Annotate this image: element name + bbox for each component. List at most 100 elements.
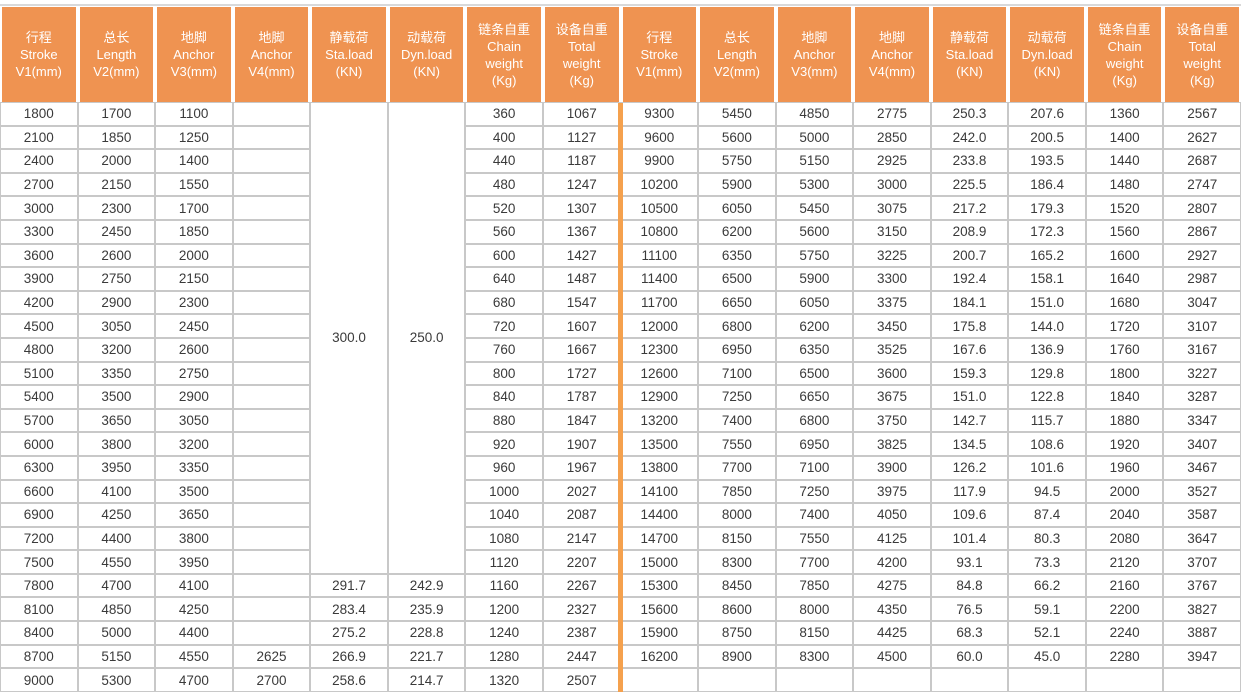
cell-left-v3: 2300	[155, 290, 233, 315]
cell-left-chain: 1080	[465, 526, 543, 551]
cell-right-total: 2747	[1163, 172, 1241, 197]
cell-left-total: 1667	[542, 337, 621, 362]
cell-left-v2: 2150	[77, 172, 156, 197]
table-header: 行程 Stroke V1(mm) 总长 Length V2(mm) 地脚 Ancho…	[0, 7, 1241, 102]
cell-left-total: 1127	[542, 125, 621, 150]
header-cell-left-sta: 静载荷 Sta.load (KN)	[310, 7, 388, 102]
table-row: 2700 2150 1550 480 1247 10200 5900 5300 3000 225.…	[0, 172, 1241, 197]
cell-right-total: 2867	[1163, 219, 1241, 244]
cell-right-dyn: 66.2	[1008, 573, 1086, 598]
cell-right-v3: 5000	[775, 125, 854, 150]
table-row: 3000 2300 1700 520 1307 10500 6050 5450 3075 217.…	[0, 196, 1241, 220]
cell-left-v1: 2400	[0, 149, 78, 173]
cell-right-sta: 101.4	[930, 526, 1009, 551]
cell-left-dyn: 221.7	[387, 644, 466, 669]
cell-left-total: 1067	[542, 102, 621, 126]
cell-right-v1: 9600	[620, 125, 699, 150]
cell-left-chain: 440	[465, 149, 543, 173]
cell-right-chain: 1440	[1085, 149, 1164, 173]
cell-right-v4: 4050	[853, 503, 931, 527]
cell-right-v2: 8750	[698, 621, 776, 645]
cell-right-v3: 6350	[775, 337, 854, 362]
table-row: 7500 4550 3950 1120 2207 15000 8300 7700 4200 93.…	[0, 550, 1241, 574]
cell-left-v4	[232, 503, 311, 527]
cell-right-v3: 7250	[775, 479, 854, 504]
cell-left-chain: 560	[465, 219, 543, 244]
cell-right-v3: 6950	[775, 432, 854, 456]
cell-right-sta: 242.0	[930, 125, 1009, 150]
cell-left-chain: 680	[465, 290, 543, 315]
cell-right-v1: 15000	[620, 550, 699, 574]
cell-right-v3: 4850	[775, 102, 854, 126]
header-cell-left-v4: 地脚 Anchor V4(mm)	[232, 7, 311, 102]
cell-right-v1: 11700	[620, 290, 699, 315]
cell-left-chain: 1280	[465, 644, 543, 669]
cell-left-v1: 9000	[0, 668, 78, 692]
cell-right-chain: 1960	[1085, 455, 1164, 480]
cell-right-v1: 9300	[620, 102, 699, 126]
cell-right-v4: 4125	[853, 526, 931, 551]
cell-right-v1: 15300	[620, 573, 699, 598]
cell-left-total: 1367	[542, 219, 621, 244]
cell-right-v2: 5600	[698, 125, 776, 150]
cell-left-v4	[232, 125, 311, 150]
cell-right-dyn: 108.6	[1008, 432, 1086, 456]
cell-left-v3: 2900	[155, 385, 233, 409]
cell-left-chain: 360	[465, 102, 543, 126]
cell-left-v4	[232, 385, 311, 409]
cell-right-dyn: 151.0	[1008, 290, 1086, 315]
cell-right-dyn: 73.3	[1008, 550, 1086, 574]
cell-right-v1: 10500	[620, 196, 699, 220]
header-cell-left-chain: 链条自重 Chain weight (Kg)	[465, 7, 543, 102]
cell-left-chain: 800	[465, 361, 543, 386]
cell-right-v3: 8150	[775, 621, 854, 645]
table-row: 2100 1850 1250 400 1127 9600 5600 5000 2850 242.0…	[0, 125, 1241, 150]
cell-right-dyn: 179.3	[1008, 196, 1086, 220]
cell-right-v4: 3150	[853, 219, 931, 244]
header-cell-right-total: 设备自重 Total weight (Kg)	[1163, 7, 1241, 102]
table-row: 4500 3050 2450 720 1607 12000 6800 6200 3450 175.…	[0, 314, 1241, 338]
cell-right-v1: 14400	[620, 503, 699, 527]
cell-left-total: 2447	[542, 644, 621, 669]
cell-right-v4: 3000	[853, 172, 931, 197]
cell-right-total: 3587	[1163, 503, 1241, 527]
cell-right-dyn: 136.9	[1008, 337, 1086, 362]
cell-right-v3: 6650	[775, 385, 854, 409]
cell-right-chain: 2240	[1085, 621, 1164, 645]
cell-left-v4	[232, 219, 311, 244]
cell-right-total: 3407	[1163, 432, 1241, 456]
cell-right-v1: 11100	[620, 243, 699, 268]
cell-left-v1: 6000	[0, 432, 78, 456]
cell-right-total: 3347	[1163, 408, 1241, 433]
cell-right-v4: 3375	[853, 290, 931, 315]
cell-right-v3: 7100	[775, 455, 854, 480]
cell-left-total: 1427	[542, 243, 621, 268]
cell-left-chain: 1200	[465, 597, 543, 622]
cell-right-total: 3767	[1163, 573, 1241, 598]
cell-left-v3: 2600	[155, 337, 233, 362]
cell-left-dyn: 228.8	[387, 621, 466, 645]
cell-left-chain: 480	[465, 172, 543, 197]
cell-left-v1: 4200	[0, 290, 78, 315]
cell-left-v1: 7500	[0, 550, 78, 574]
header-cell-right-sta: 静载荷 Sta.load (KN)	[930, 7, 1009, 102]
cell-left-v4	[232, 196, 311, 220]
cell-left-total: 1607	[542, 314, 621, 338]
cell-right-v1: 10800	[620, 219, 699, 244]
cell-left-v2: 2750	[77, 267, 156, 291]
cell-left-v2: 3500	[77, 385, 156, 409]
cell-right-v2: 7100	[698, 361, 776, 386]
cell-right-v2: 6950	[698, 337, 776, 362]
table-row: 8700 5150 4550 2625 266.9 221.7 1280 2447 16200 8…	[0, 644, 1241, 669]
cell-right-v4: 3075	[853, 196, 931, 220]
cell-left-total: 2267	[542, 573, 621, 598]
cell-right-v1: 15600	[620, 597, 699, 622]
cell-left-v1: 3300	[0, 219, 78, 244]
cell-left-v1: 2700	[0, 172, 78, 197]
cell-left-v4	[232, 479, 311, 504]
cell-left-v2: 3650	[77, 408, 156, 433]
cell-left-v1: 7800	[0, 573, 78, 598]
cell-right-v2: 7400	[698, 408, 776, 433]
cell-right-total: 3287	[1163, 385, 1241, 409]
table-row: 3300 2450 1850 560 1367 10800 6200 5600 3150 208.…	[0, 219, 1241, 244]
